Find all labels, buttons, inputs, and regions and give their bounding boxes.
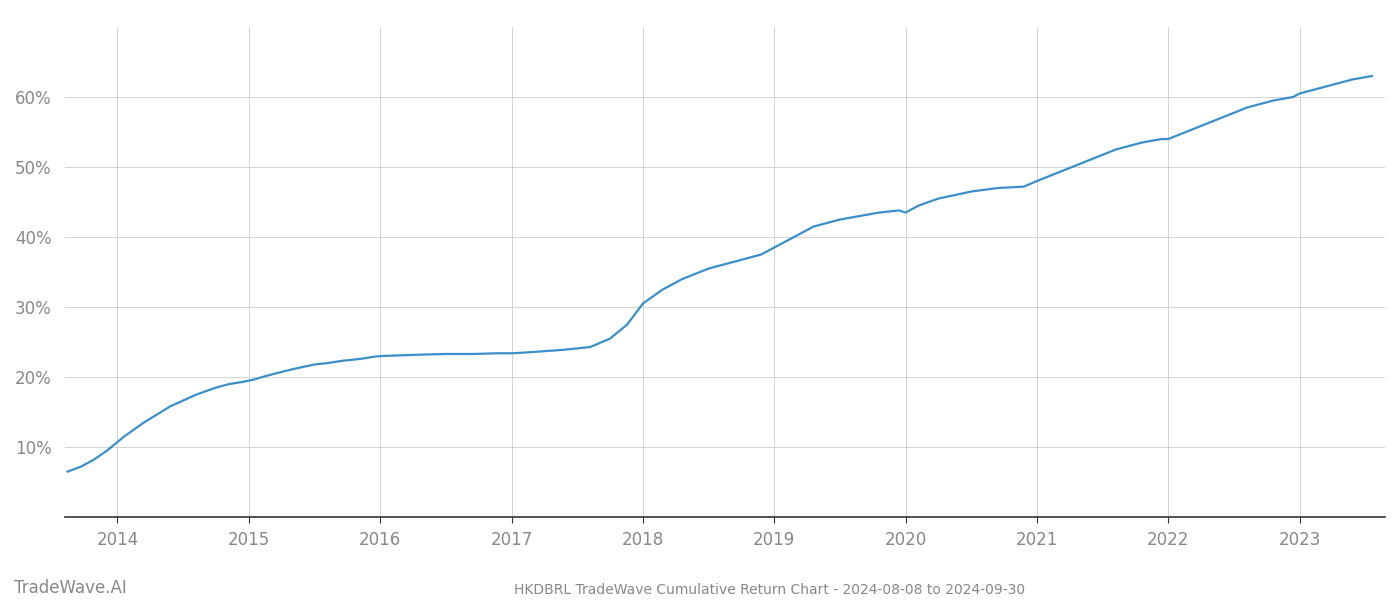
Text: TradeWave.AI: TradeWave.AI xyxy=(14,579,127,597)
Text: HKDBRL TradeWave Cumulative Return Chart - 2024-08-08 to 2024-09-30: HKDBRL TradeWave Cumulative Return Chart… xyxy=(514,583,1026,597)
